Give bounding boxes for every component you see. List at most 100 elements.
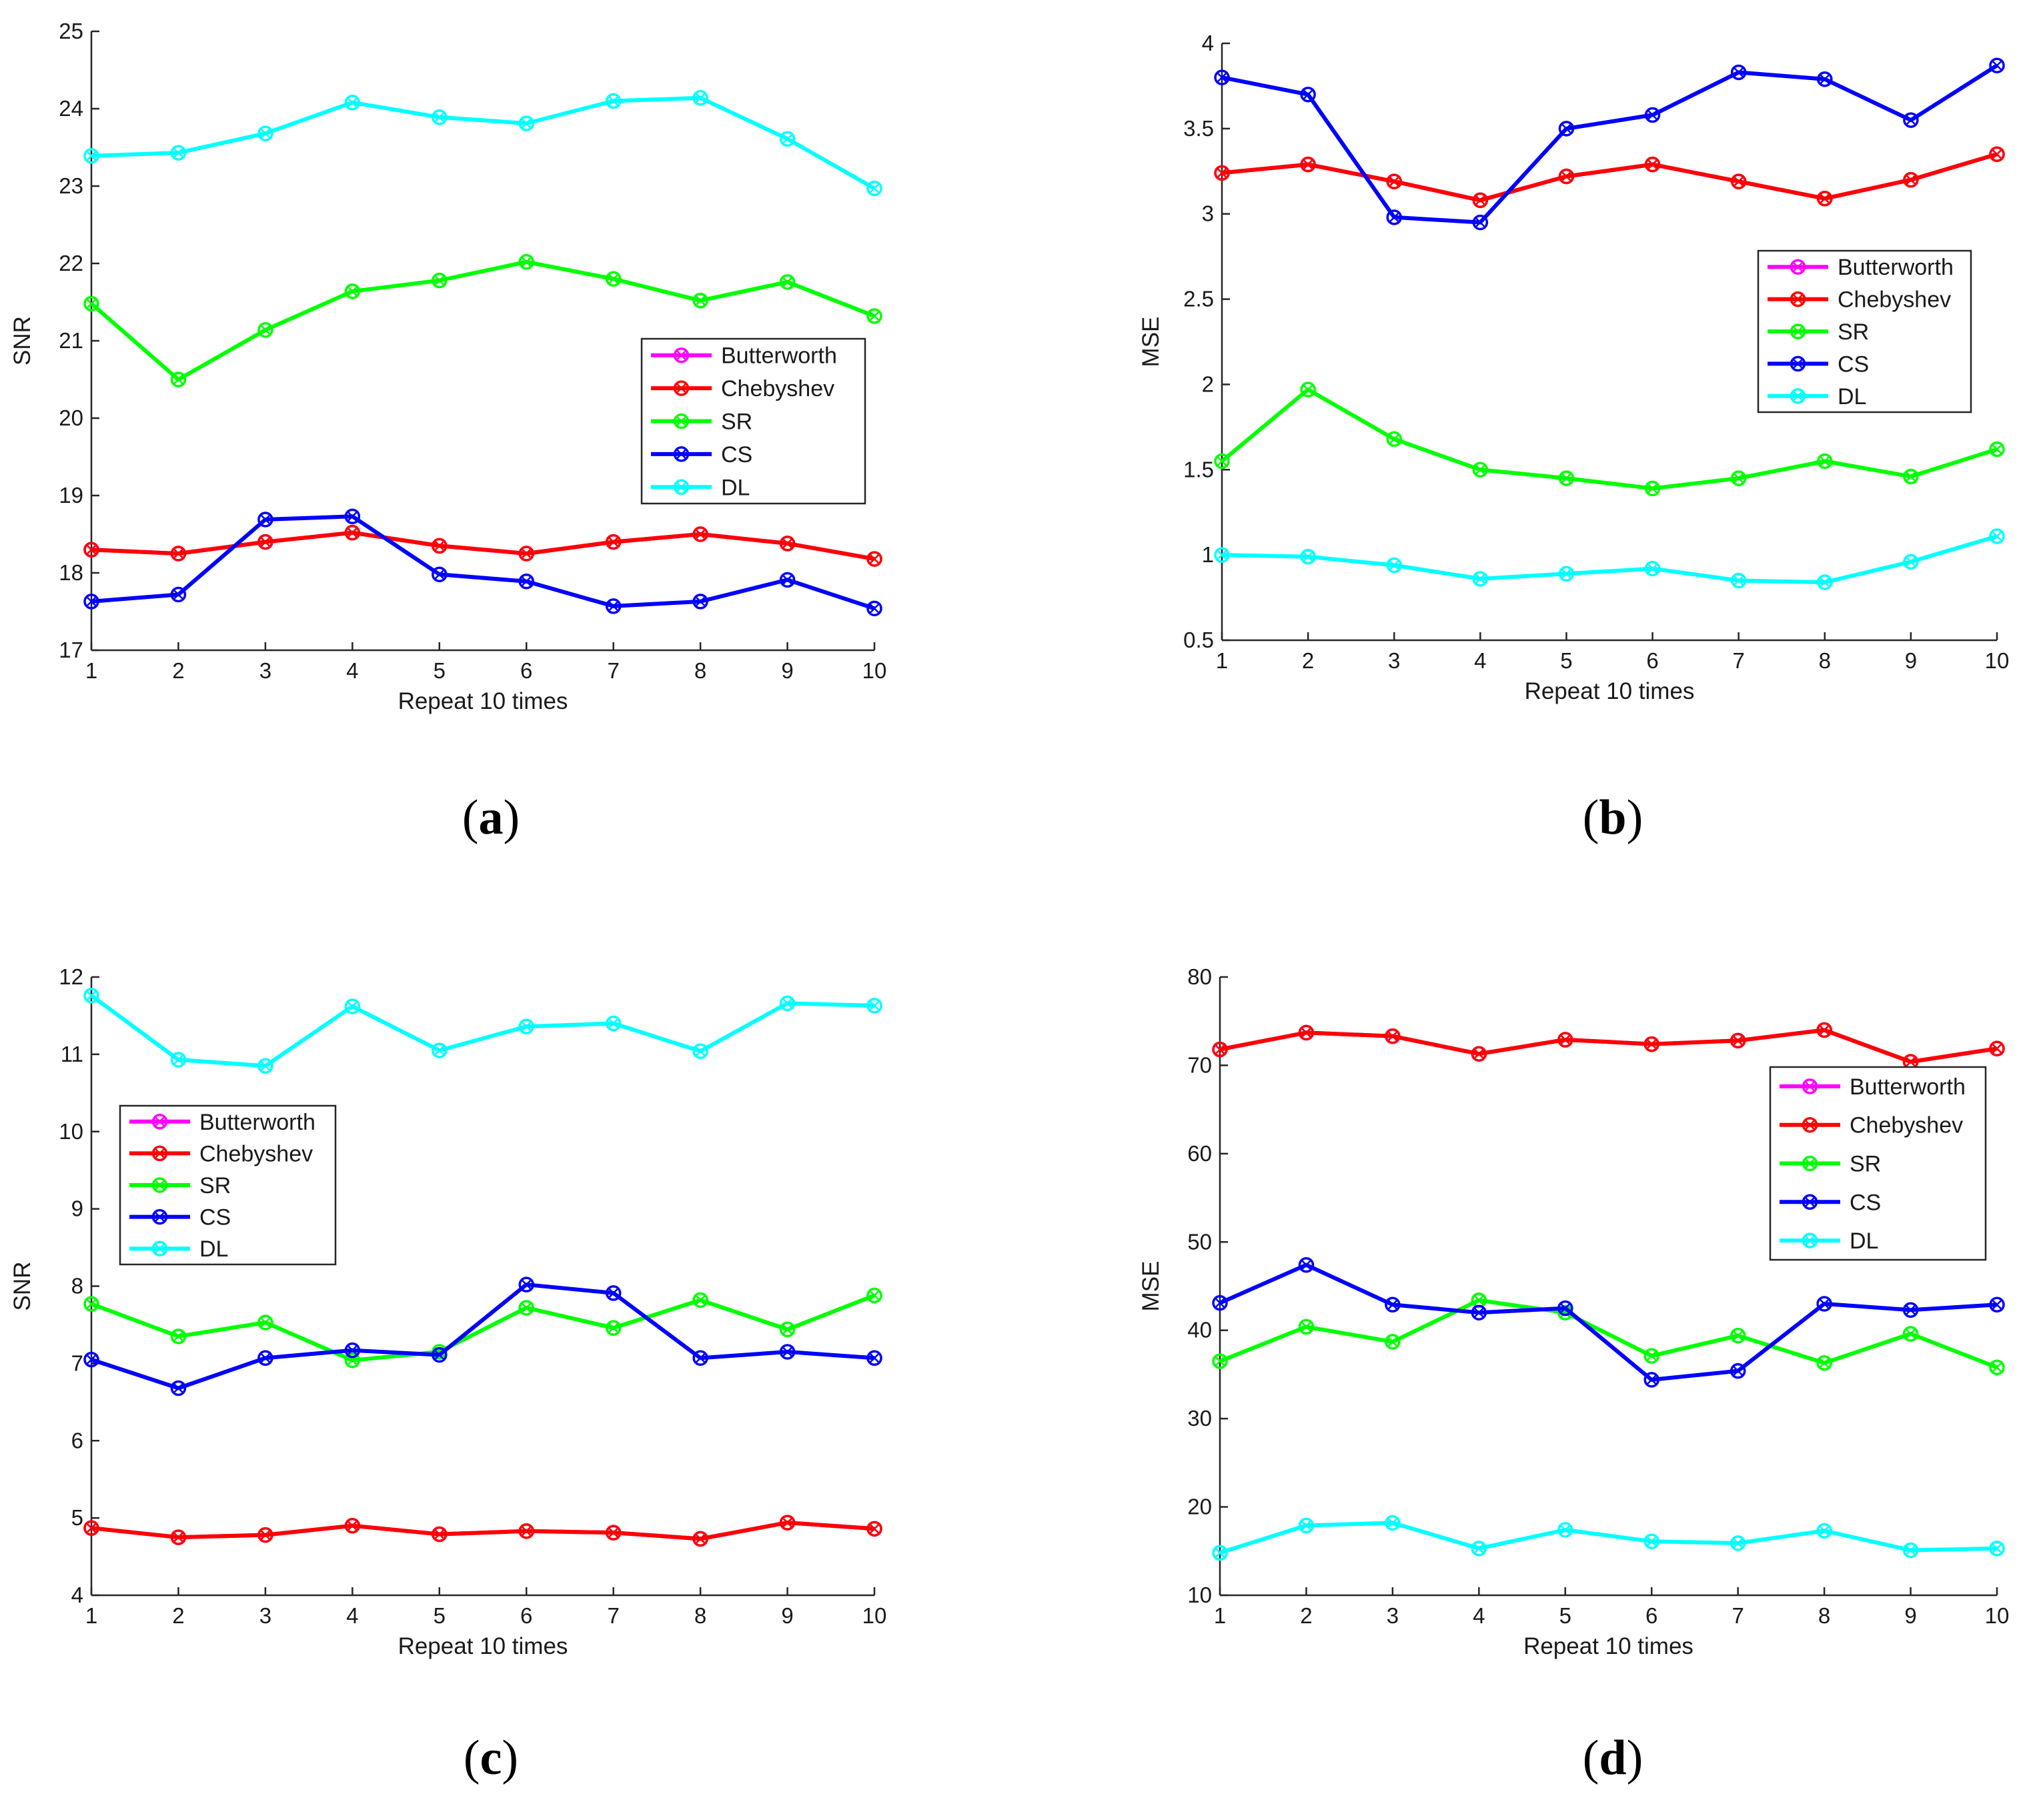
data-point-c-sr-8-cross-b [695, 1294, 706, 1306]
legend-label-d-sr: SR [1850, 1152, 1881, 1177]
data-point-a-chebyshev-7 [605, 534, 622, 550]
data-point-a-chebyshev-3-cross-b [260, 536, 271, 548]
legend-label-b-butterworth: Butterworth [1838, 255, 1954, 280]
data-point-c-chebyshev-9 [779, 1515, 796, 1531]
data-point-b-sr-9 [1903, 468, 1919, 485]
data-point-b-chebyshev-9-cross-b [1906, 174, 1916, 185]
data-point-d-sr-4-cross-b [1473, 1294, 1485, 1306]
data-point-b-dl-3-cross-b [1389, 560, 1400, 571]
legend-c: Butterworth Chebyshev SR CS DL [119, 1104, 337, 1266]
data-point-a-cs-3 [257, 512, 273, 528]
data-point-b-chebyshev-7-cross-b [1733, 176, 1744, 187]
data-point-d-sr-7-cross-b [1732, 1330, 1744, 1341]
x-tick-label-a-6: 7 [607, 658, 619, 683]
data-point-b-chebyshev-10 [1989, 146, 2005, 162]
legend-marker-d-cs [1802, 1194, 1818, 1210]
legend-label-a-dl: DL [721, 475, 750, 500]
y-tick-label-b-5: 3 [1202, 201, 1214, 226]
data-point-c-dl-7-cross-b [608, 1018, 619, 1029]
data-point-c-chebyshev-1-cross-b [86, 1523, 97, 1534]
data-point-d-sr-9-cross-b [1905, 1328, 1916, 1339]
data-point-b-dl-4 [1472, 571, 1489, 587]
series-d-sr [1212, 1292, 2005, 1376]
series-c-dl [83, 988, 882, 1074]
data-point-a-chebyshev-10-cross-b [869, 554, 880, 565]
data-point-d-chebyshev-6-cross-b [1646, 1038, 1657, 1050]
legend-marker-a-cs-cross-b [676, 449, 687, 460]
series-line-c-chebyshev [91, 1521, 875, 1541]
data-point-a-dl-8 [692, 90, 708, 106]
series-line-d-sr [1219, 1298, 1998, 1370]
data-point-d-dl-5 [1557, 1522, 1573, 1538]
data-point-d-cs-4-cross-b [1473, 1307, 1485, 1318]
data-point-d-dl-7 [1730, 1535, 1746, 1551]
data-point-c-chebyshev-5-cross-b [434, 1529, 445, 1540]
data-point-c-chebyshev-4-cross-b [347, 1520, 358, 1531]
series-line-a-cs [91, 514, 875, 611]
y-tick-label-c-3: 7 [71, 1350, 83, 1375]
x-tick-label-b-5: 6 [1646, 648, 1658, 673]
data-point-c-dl-3 [257, 1058, 273, 1074]
series-d-dl [1212, 1515, 2005, 1561]
data-point-d-sr-3-cross-b [1387, 1336, 1398, 1347]
data-point-c-dl-4 [344, 998, 361, 1014]
data-point-a-cs-9-cross-b [782, 574, 793, 586]
data-point-c-sr-9-cross-b [782, 1324, 793, 1335]
series-line-d-cs [1219, 1262, 1998, 1382]
data-point-c-dl-6 [518, 1018, 534, 1034]
data-point-d-cs-2 [1298, 1256, 1315, 1273]
y-tick-label-c-6: 10 [59, 1119, 83, 1144]
data-point-c-dl-1 [83, 988, 99, 1004]
data-point-a-cs-4 [344, 508, 361, 525]
x-tick-label-a-1: 2 [172, 658, 184, 683]
data-point-b-dl-7 [1730, 572, 1747, 589]
data-point-b-chebyshev-6 [1644, 156, 1661, 173]
data-point-d-chebyshev-1 [1212, 1041, 1228, 1058]
data-point-d-chebyshev-5 [1557, 1032, 1573, 1048]
x-tick-label-c-1: 2 [172, 1603, 184, 1628]
legend-marker-d-sr-cross-b [1804, 1158, 1816, 1169]
x-tick-label-c-8: 9 [781, 1603, 793, 1628]
legend-marker-b-sr [1790, 323, 1806, 339]
legend-label-c-sr: SR [199, 1173, 231, 1198]
data-point-a-cs-7-cross-b [608, 600, 619, 612]
data-point-d-dl-4 [1471, 1541, 1487, 1557]
y-tick-label-c-0: 4 [71, 1583, 83, 1607]
data-point-d-chebyshev-8 [1816, 1022, 1832, 1038]
caption-c: (c) [464, 1731, 518, 1785]
data-point-b-chebyshev-4 [1472, 192, 1489, 209]
x-axis-label-b: Repeat 10 times [1525, 678, 1695, 704]
data-point-d-sr-1-cross-b [1215, 1356, 1225, 1367]
data-point-b-cs-1-cross-b [1217, 72, 1227, 83]
data-point-c-sr-3 [257, 1314, 273, 1330]
data-point-a-dl-2 [170, 145, 187, 161]
data-point-a-chebyshev-4 [344, 524, 361, 541]
data-point-c-dl-10 [866, 998, 882, 1014]
data-point-a-sr-10 [866, 308, 882, 324]
data-point-a-chebyshev-3 [257, 534, 273, 550]
data-point-b-sr-5 [1558, 470, 1575, 486]
data-point-a-cs-4-cross-b [347, 511, 358, 522]
data-point-c-cs-8-cross-b [695, 1352, 706, 1364]
data-point-d-cs-5-cross-b [1559, 1302, 1571, 1314]
series-d-butterworth [1212, 1022, 2005, 1070]
data-point-a-dl-2-cross-b [173, 147, 184, 159]
data-point-a-sr-8 [692, 292, 708, 309]
y-tick-label-b-7: 4 [1202, 31, 1214, 55]
data-point-d-sr-8 [1816, 1354, 1832, 1371]
data-point-b-cs-5-cross-b [1561, 123, 1572, 134]
legend-marker-b-butterworth-cross-b [1792, 261, 1804, 273]
y-axis-label-d: MSE [1138, 1261, 1164, 1312]
legend-marker-d-sr [1802, 1155, 1818, 1172]
data-point-a-chebyshev-10 [866, 551, 882, 567]
data-point-c-chebyshev-8 [692, 1531, 708, 1547]
series-a-butterworth [83, 524, 882, 567]
data-point-c-cs-8 [692, 1350, 708, 1367]
data-point-b-chebyshev-6-cross-b [1647, 159, 1658, 170]
data-point-c-chebyshev-6-cross-b [521, 1525, 532, 1537]
legend-marker-a-chebyshev [673, 380, 690, 396]
data-point-a-sr-5 [432, 272, 448, 289]
data-point-d-dl-4-cross-b [1473, 1543, 1485, 1554]
data-point-b-sr-4 [1472, 462, 1489, 478]
